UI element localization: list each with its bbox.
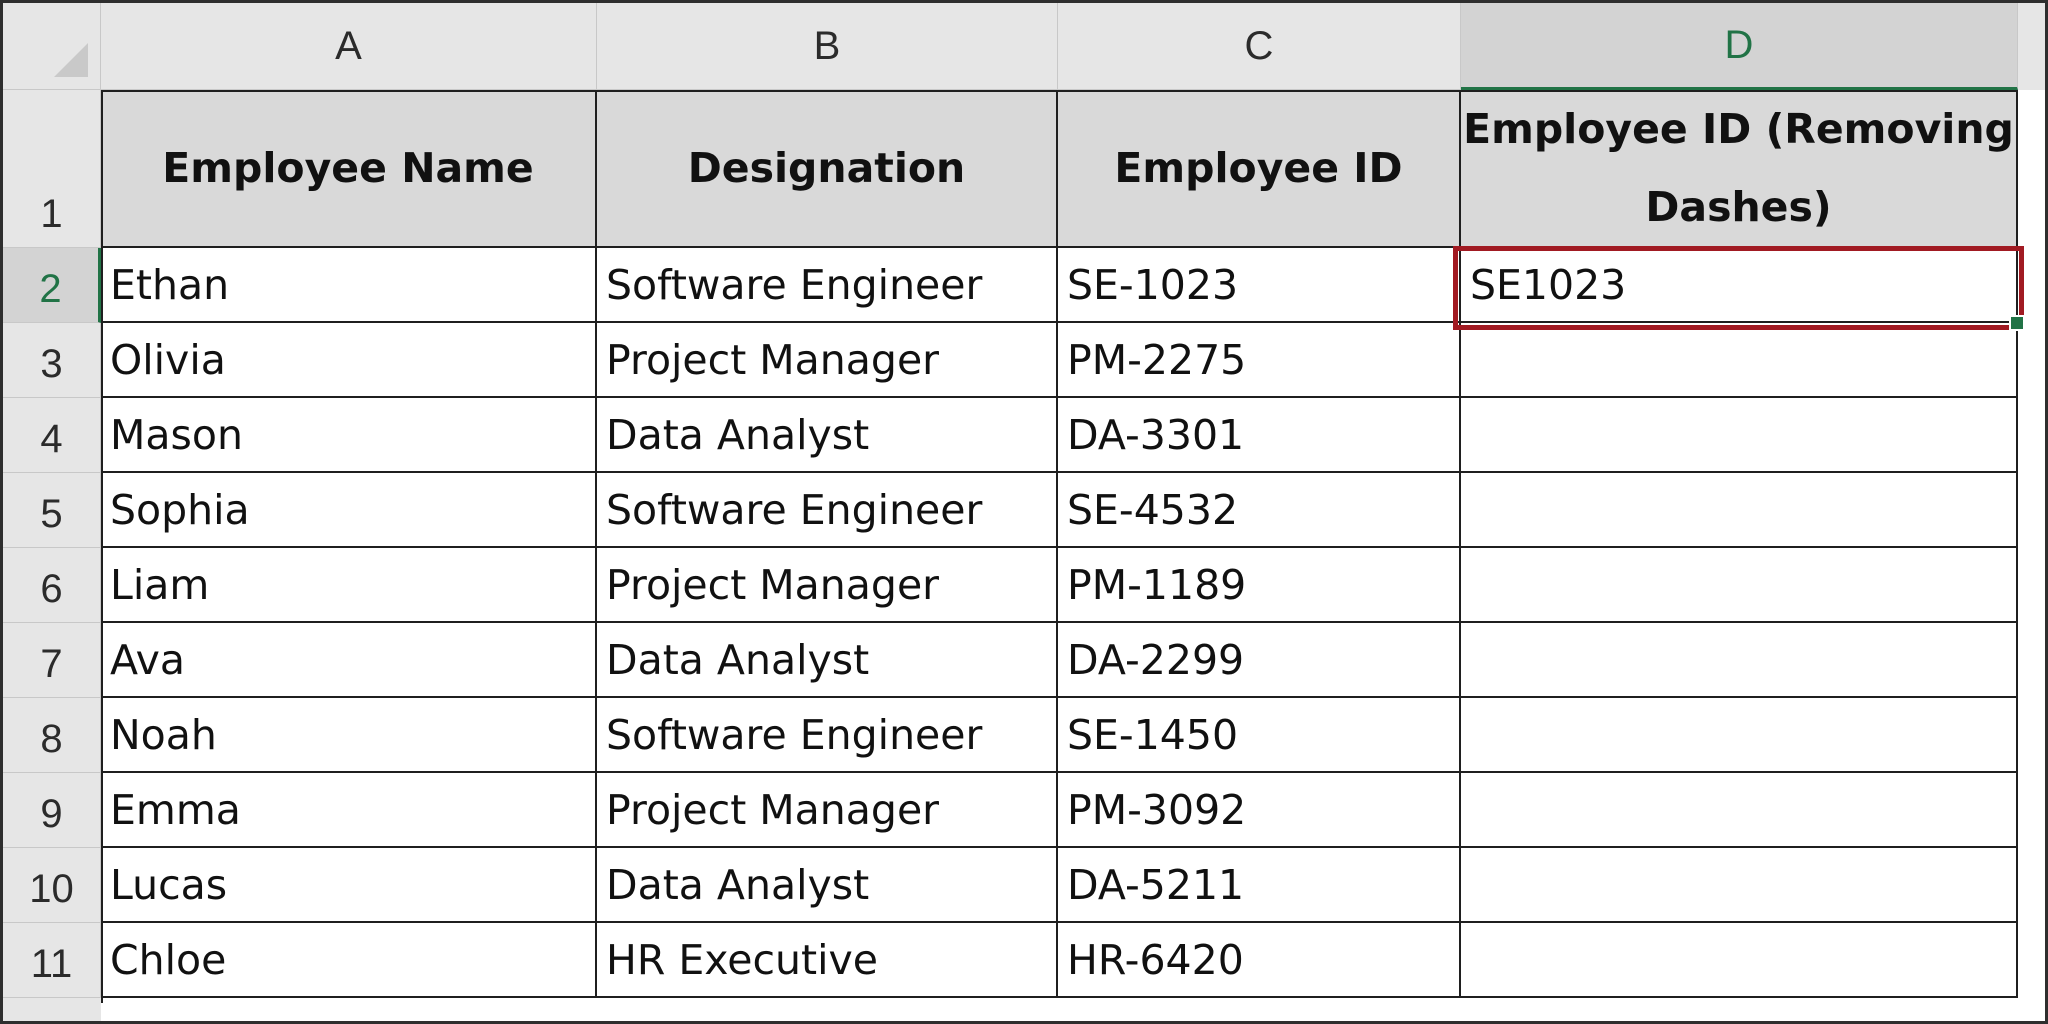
cell-b9[interactable]: Project Manager — [597, 773, 1058, 848]
row-header-11[interactable]: 11 — [3, 923, 101, 998]
row-header-6[interactable]: 6 — [3, 548, 101, 623]
row-header-2[interactable]: 2 — [3, 248, 101, 323]
fill-handle[interactable] — [2009, 315, 2025, 331]
row-header-10[interactable]: 10 — [3, 848, 101, 923]
cell-c8[interactable]: SE-1450 — [1058, 698, 1461, 773]
cell-c5[interactable]: SE-4532 — [1058, 473, 1461, 548]
cell-a5[interactable]: Sophia — [101, 473, 597, 548]
cell-c2[interactable]: SE-1023 — [1058, 248, 1461, 323]
cell-d6[interactable] — [1461, 548, 2018, 623]
cell-d8[interactable] — [1461, 698, 2018, 773]
cell-b2[interactable]: Software Engineer — [597, 248, 1058, 323]
cell-b11[interactable]: HR Executive — [597, 923, 1058, 998]
cell-a11[interactable]: Chloe — [101, 923, 597, 998]
cell-c4[interactable]: DA-3301 — [1058, 398, 1461, 473]
cell-a9[interactable]: Emma — [101, 773, 597, 848]
cell-c11[interactable]: HR-6420 — [1058, 923, 1461, 998]
table-top-border — [101, 90, 2018, 92]
select-all-button[interactable] — [3, 3, 101, 90]
cell-d10[interactable] — [1461, 848, 2018, 923]
header-cell-employee-name[interactable]: Employee Name — [101, 90, 597, 248]
header-cell-employee-id[interactable]: Employee ID — [1058, 90, 1461, 248]
row-header-1[interactable]: 1 — [3, 90, 101, 248]
cell-a7[interactable]: Ava — [101, 623, 597, 698]
cell-b8[interactable]: Software Engineer — [597, 698, 1058, 773]
row-header-5[interactable]: 5 — [3, 473, 101, 548]
row-header-7[interactable]: 7 — [3, 623, 101, 698]
cell-d3[interactable] — [1461, 323, 2018, 398]
row-header-9[interactable]: 9 — [3, 773, 101, 848]
cell-a4[interactable]: Mason — [101, 398, 597, 473]
select-all-triangle-icon — [54, 43, 88, 77]
cell-d11[interactable] — [1461, 923, 2018, 998]
cell-d9[interactable] — [1461, 773, 2018, 848]
cell-c3[interactable]: PM-2275 — [1058, 323, 1461, 398]
cell-a10[interactable]: Lucas — [101, 848, 597, 923]
cell-b10[interactable]: Data Analyst — [597, 848, 1058, 923]
row-header-3[interactable]: 3 — [3, 323, 101, 398]
cell-d4[interactable] — [1461, 398, 2018, 473]
cell-b6[interactable]: Project Manager — [597, 548, 1058, 623]
table-left-border — [101, 90, 103, 1003]
cell-d7[interactable] — [1461, 623, 2018, 698]
cell-a6[interactable]: Liam — [101, 548, 597, 623]
row-header-4[interactable]: 4 — [3, 398, 101, 473]
cell-b4[interactable]: Data Analyst — [597, 398, 1058, 473]
cell-b3[interactable]: Project Manager — [597, 323, 1058, 398]
cell-c9[interactable]: PM-3092 — [1058, 773, 1461, 848]
cell-b5[interactable]: Software Engineer — [597, 473, 1058, 548]
column-header-d[interactable]: D — [1461, 3, 2018, 90]
column-header-c[interactable]: C — [1058, 3, 1461, 90]
cell-c6[interactable]: PM-1189 — [1058, 548, 1461, 623]
cell-b7[interactable]: Data Analyst — [597, 623, 1058, 698]
cell-d2[interactable]: SE1023 — [1461, 248, 2018, 323]
header-cell-designation[interactable]: Designation — [597, 90, 1058, 248]
column-header-a[interactable]: A — [101, 3, 597, 90]
cell-c10[interactable]: DA-5211 — [1058, 848, 1461, 923]
row-header-8[interactable]: 8 — [3, 698, 101, 773]
cell-a3[interactable]: Olivia — [101, 323, 597, 398]
column-header-b[interactable]: B — [597, 3, 1058, 90]
cell-a8[interactable]: Noah — [101, 698, 597, 773]
cell-a2[interactable]: Ethan — [101, 248, 597, 323]
cell-c7[interactable]: DA-2299 — [1058, 623, 1461, 698]
cell-d5[interactable] — [1461, 473, 2018, 548]
header-cell-employee-id-removing-dashes[interactable]: Employee ID (Removing Dashes) — [1461, 90, 2018, 248]
